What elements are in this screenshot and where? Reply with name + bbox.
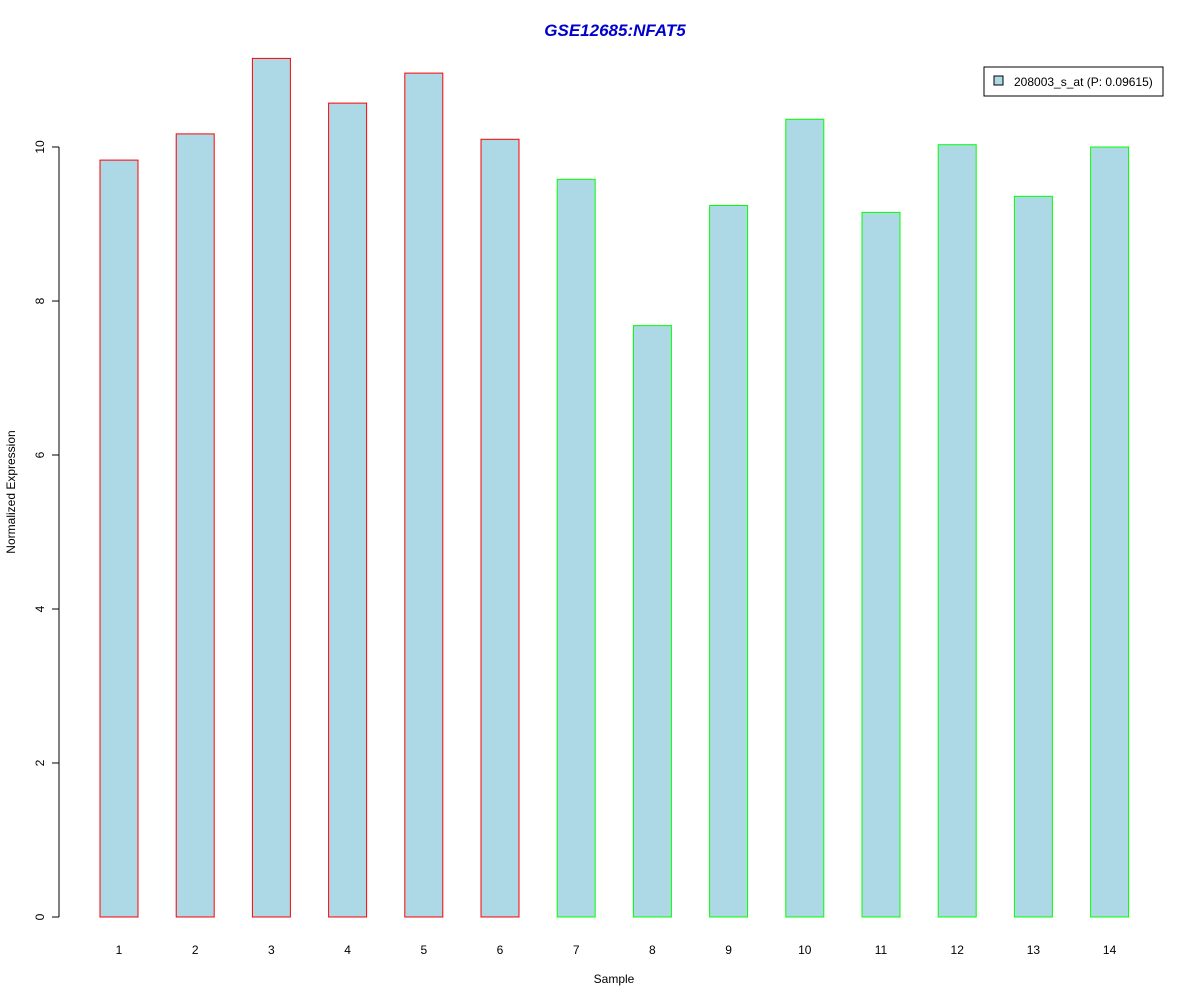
legend-swatch: [993, 75, 1004, 86]
y-axis: 0 2 4 6 8 10: [33, 140, 60, 920]
x-tick-label: 11: [875, 943, 888, 957]
x-tick-label: 10: [798, 943, 812, 957]
x-tick-label: 7: [573, 943, 580, 957]
x-tick-label: 13: [1027, 943, 1041, 957]
y-tick-label: 6: [33, 451, 47, 458]
chart-title: GSE12685:NFAT5: [544, 21, 686, 40]
bar-sample-3: [251, 57, 291, 918]
x-tick-label: 14: [1103, 943, 1117, 957]
y-tick-label: 2: [33, 759, 47, 766]
bars-group: [99, 57, 1130, 918]
y-tick-label: 0: [33, 913, 47, 920]
bar-sample-2: [175, 133, 215, 918]
x-tick-label: 9: [725, 943, 732, 957]
x-tick-label: 6: [497, 943, 504, 957]
x-axis-ticks: 1 2 3 4 5 6 7 8 9 10 11 12 13 14: [116, 943, 1117, 957]
bar-sample-8: [632, 325, 672, 918]
x-axis-label: Sample: [594, 972, 635, 986]
y-tick-label: 4: [33, 605, 47, 612]
x-tick-label: 12: [951, 943, 965, 957]
x-tick-label: 3: [268, 943, 275, 957]
bar-sample-10: [785, 118, 825, 918]
bar-sample-9: [709, 205, 749, 918]
bar-sample-1: [99, 159, 139, 918]
x-tick-label: 1: [116, 943, 123, 957]
x-tick-label: 5: [420, 943, 427, 957]
y-axis-label: Normalized Expression: [4, 430, 18, 553]
x-tick-label: 2: [192, 943, 199, 957]
bar-sample-12: [937, 144, 977, 918]
bar-sample-14: [1090, 146, 1130, 918]
legend-box: [983, 66, 1164, 97]
bar-sample-13: [1013, 195, 1053, 918]
bar-sample-7: [556, 178, 596, 918]
legend-label: 208003_s_at (P: 0.09615): [1014, 75, 1153, 89]
bar-sample-5: [404, 72, 444, 918]
bar-sample-4: [328, 102, 368, 918]
x-tick-label: 4: [344, 943, 351, 957]
legend: 208003_s_at (P: 0.09615): [983, 66, 1164, 97]
y-tick-label: 10: [33, 140, 47, 154]
bar-sample-11: [861, 211, 901, 918]
y-tick-label: 8: [33, 297, 47, 304]
x-tick-label: 8: [649, 943, 656, 957]
bar-sample-6: [480, 138, 520, 918]
